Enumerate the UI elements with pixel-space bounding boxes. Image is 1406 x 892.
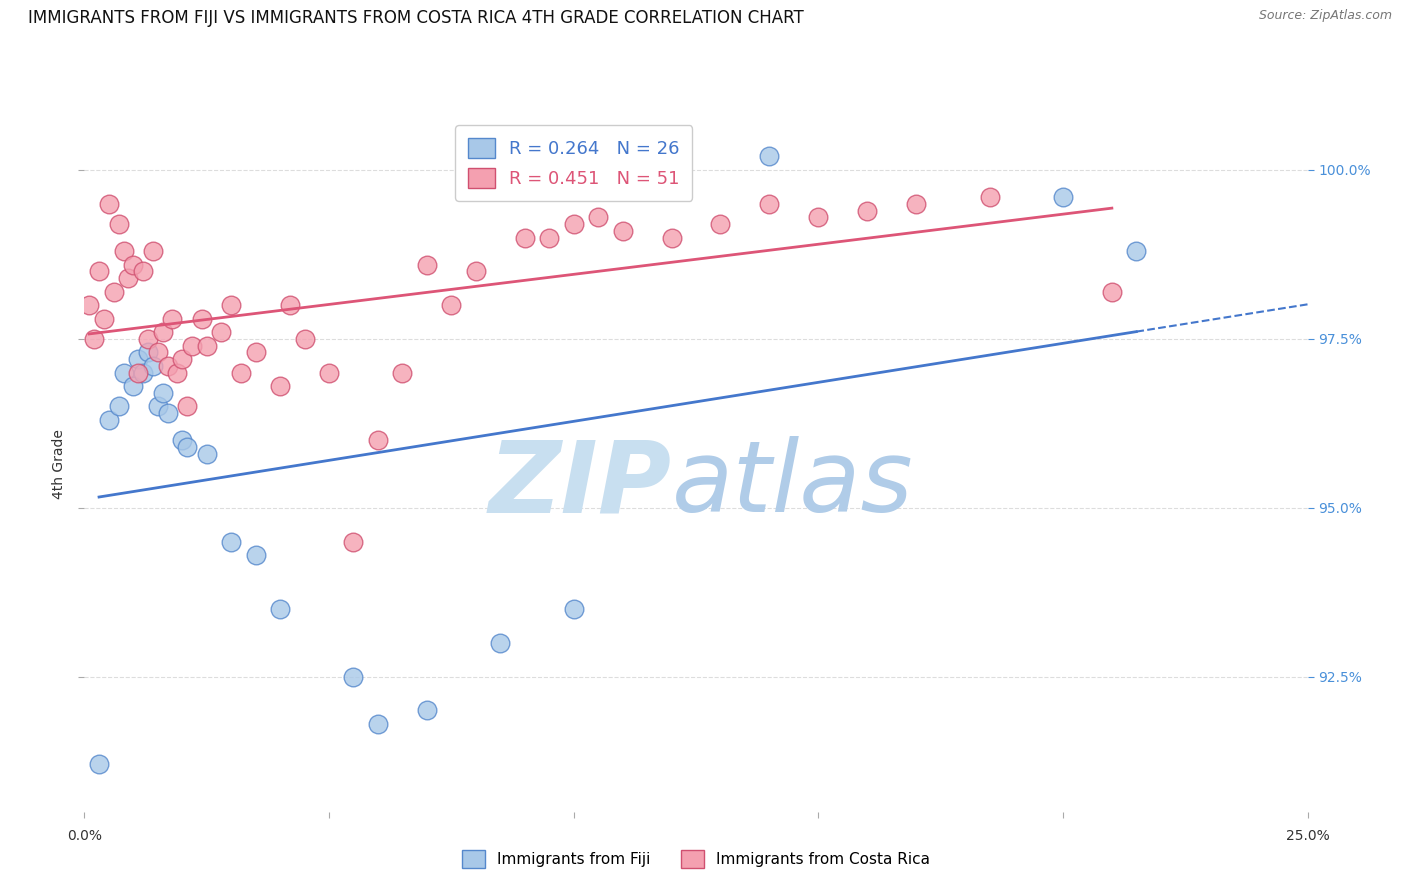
Text: 0.0%: 0.0% bbox=[67, 829, 101, 843]
Point bbox=[245, 548, 267, 562]
Point bbox=[97, 196, 120, 211]
Point bbox=[1052, 190, 1074, 204]
Point bbox=[142, 244, 165, 258]
Point bbox=[112, 244, 135, 258]
Point bbox=[176, 400, 198, 414]
Text: Source: ZipAtlas.com: Source: ZipAtlas.com bbox=[1258, 9, 1392, 22]
Point bbox=[586, 211, 609, 225]
Point bbox=[122, 379, 145, 393]
Point bbox=[562, 217, 585, 231]
Point bbox=[440, 298, 463, 312]
Point bbox=[612, 224, 634, 238]
Point bbox=[103, 285, 125, 299]
Point bbox=[318, 366, 340, 380]
Point bbox=[513, 230, 536, 244]
Point bbox=[191, 311, 214, 326]
Point bbox=[229, 366, 252, 380]
Point bbox=[562, 602, 585, 616]
Point bbox=[176, 440, 198, 454]
Point bbox=[117, 271, 139, 285]
Point bbox=[209, 325, 232, 339]
Point bbox=[538, 230, 561, 244]
Point bbox=[122, 258, 145, 272]
Point bbox=[278, 298, 301, 312]
Point bbox=[219, 298, 242, 312]
Point bbox=[367, 433, 389, 447]
Point bbox=[83, 332, 105, 346]
Point bbox=[856, 203, 879, 218]
Point bbox=[464, 264, 486, 278]
Point bbox=[87, 264, 110, 278]
Point bbox=[97, 413, 120, 427]
Point bbox=[132, 366, 155, 380]
Point bbox=[166, 366, 188, 380]
Point bbox=[112, 366, 135, 380]
Point bbox=[1101, 285, 1123, 299]
Point bbox=[367, 717, 389, 731]
Point bbox=[87, 757, 110, 772]
Point bbox=[391, 366, 413, 380]
Text: atlas: atlas bbox=[672, 436, 912, 533]
Point bbox=[905, 196, 928, 211]
Point bbox=[709, 217, 731, 231]
Point bbox=[146, 400, 169, 414]
Point bbox=[219, 534, 242, 549]
Point bbox=[136, 332, 159, 346]
Point bbox=[136, 345, 159, 359]
Point bbox=[245, 345, 267, 359]
Point bbox=[127, 352, 149, 367]
Point bbox=[269, 602, 291, 616]
Point bbox=[142, 359, 165, 373]
Text: IMMIGRANTS FROM FIJI VS IMMIGRANTS FROM COSTA RICA 4TH GRADE CORRELATION CHART: IMMIGRANTS FROM FIJI VS IMMIGRANTS FROM … bbox=[28, 9, 804, 27]
Point bbox=[416, 258, 439, 272]
Point bbox=[342, 534, 364, 549]
Point bbox=[172, 352, 194, 367]
Point bbox=[342, 670, 364, 684]
Point bbox=[107, 217, 129, 231]
Point bbox=[416, 703, 439, 717]
Point bbox=[152, 385, 174, 400]
Point bbox=[661, 230, 683, 244]
Point bbox=[195, 338, 218, 352]
Point bbox=[269, 379, 291, 393]
Point bbox=[807, 211, 830, 225]
Point bbox=[162, 311, 184, 326]
Point bbox=[156, 359, 179, 373]
Point bbox=[294, 332, 316, 346]
Point bbox=[93, 311, 115, 326]
Point bbox=[1125, 244, 1147, 258]
Point bbox=[127, 366, 149, 380]
Point bbox=[146, 345, 169, 359]
Point bbox=[489, 636, 512, 650]
Point bbox=[77, 298, 100, 312]
Point bbox=[758, 196, 780, 211]
Point bbox=[172, 433, 194, 447]
Point bbox=[979, 190, 1001, 204]
Text: ZIP: ZIP bbox=[488, 436, 672, 533]
Legend: Immigrants from Fiji, Immigrants from Costa Rica: Immigrants from Fiji, Immigrants from Co… bbox=[456, 844, 936, 873]
Point bbox=[132, 264, 155, 278]
Point bbox=[156, 406, 179, 420]
Y-axis label: 4th Grade: 4th Grade bbox=[52, 429, 66, 499]
Point bbox=[152, 325, 174, 339]
Point bbox=[181, 338, 204, 352]
Point bbox=[107, 400, 129, 414]
Point bbox=[758, 149, 780, 163]
Text: 25.0%: 25.0% bbox=[1285, 829, 1330, 843]
Point bbox=[195, 447, 218, 461]
